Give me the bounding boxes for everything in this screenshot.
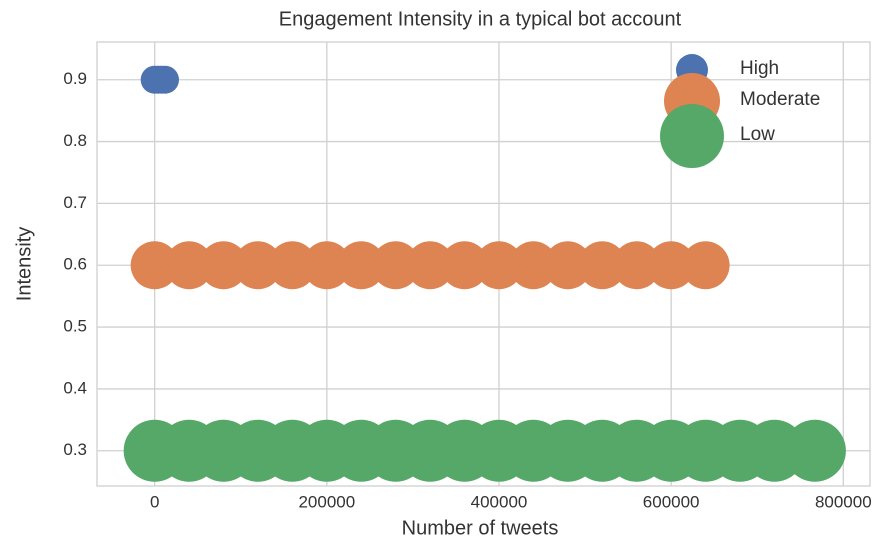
scatter-point xyxy=(647,241,696,290)
y-tick-label: 0.8 xyxy=(63,131,87,150)
legend-label: Low xyxy=(740,124,775,145)
scatter-point xyxy=(337,241,386,290)
scatter-point xyxy=(233,241,282,290)
scatter-point xyxy=(199,241,248,290)
scatter-point xyxy=(681,241,730,290)
y-tick-label: 0.7 xyxy=(63,193,87,212)
scatter-point xyxy=(474,241,523,290)
scatter-point xyxy=(151,65,180,94)
scatter-point xyxy=(165,241,214,290)
x-tick-label: 400000 xyxy=(471,492,528,511)
x-tick-label: 0 xyxy=(150,492,159,511)
x-tick-label: 200000 xyxy=(298,492,355,511)
legend-marker xyxy=(660,104,724,168)
x-tick-label: 600000 xyxy=(643,492,700,511)
chart-title: Engagement Intensity in a typical bot ac… xyxy=(279,8,682,30)
plot-frame xyxy=(96,41,871,487)
y-tick-label: 0.3 xyxy=(63,440,87,459)
x-tick-label: 800000 xyxy=(815,492,872,511)
x-axis-label: Number of tweets xyxy=(402,517,559,539)
legend-label: High xyxy=(740,58,779,79)
scatter-point xyxy=(612,241,661,290)
legend-label: Moderate xyxy=(740,89,820,110)
scatter-point xyxy=(371,241,420,290)
scatter-point xyxy=(440,241,489,290)
scatter-point xyxy=(302,241,351,290)
y-tick-label: 0.9 xyxy=(63,69,87,88)
y-tick-label: 0.5 xyxy=(63,317,87,336)
scatter-point xyxy=(543,241,592,290)
y-axis-label: Intensity xyxy=(13,227,35,301)
scatter-point xyxy=(130,241,179,290)
y-tick-label: 0.6 xyxy=(63,255,87,274)
scatter-point xyxy=(509,241,558,290)
scatter-point xyxy=(268,241,317,290)
scatter-point xyxy=(783,419,846,482)
scatter-point xyxy=(406,241,455,290)
scatter-point xyxy=(578,241,627,290)
y-tick-label: 0.4 xyxy=(63,378,87,397)
